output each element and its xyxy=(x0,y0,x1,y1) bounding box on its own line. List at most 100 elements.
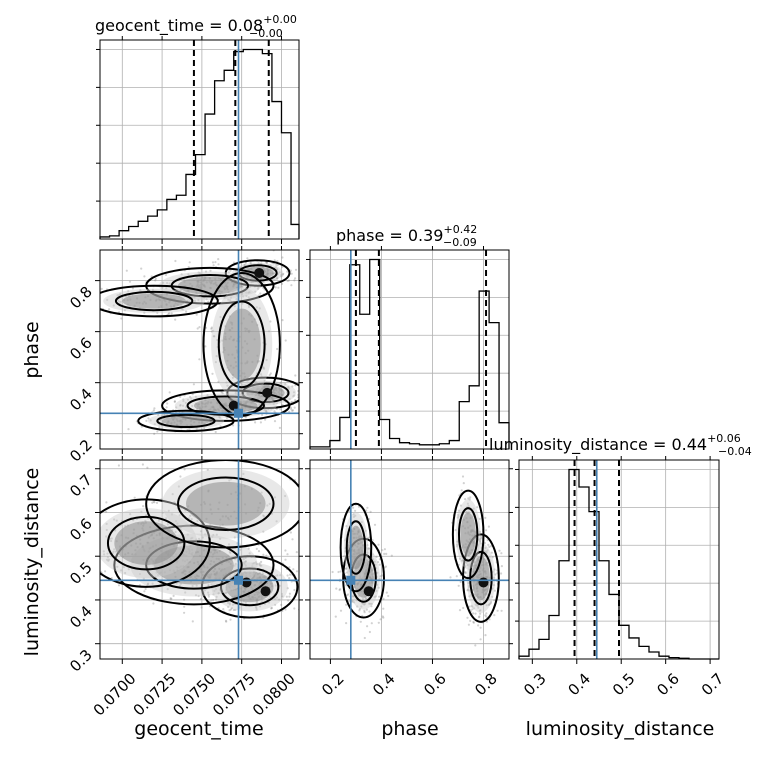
joint-xtick-label: 0.0750 xyxy=(169,670,219,720)
sample-point xyxy=(288,397,291,401)
sample-point xyxy=(219,315,222,319)
sample-point xyxy=(291,409,295,412)
sample-point xyxy=(122,566,125,569)
sample-point xyxy=(466,564,469,567)
sample-point xyxy=(123,309,126,312)
sample-point xyxy=(165,406,168,409)
sample-point xyxy=(176,522,179,525)
sample-point xyxy=(244,261,247,264)
contour-outer xyxy=(226,376,299,410)
sample-point xyxy=(196,327,199,330)
contour-outer xyxy=(462,533,500,623)
sample-point xyxy=(291,538,294,541)
sample-point xyxy=(139,289,142,292)
sample-point xyxy=(273,420,277,423)
sample-point xyxy=(361,602,364,605)
sample-point xyxy=(185,310,188,313)
sample-point xyxy=(260,373,263,376)
sample-point xyxy=(125,269,128,272)
sample-point xyxy=(306,386,308,388)
sample-point xyxy=(191,620,194,623)
sample-point xyxy=(496,609,499,612)
sample-point xyxy=(118,293,121,297)
sample-point xyxy=(166,402,169,405)
sample-point xyxy=(459,580,462,584)
sample-point xyxy=(218,416,222,419)
sample-point xyxy=(345,525,348,528)
sample-point xyxy=(241,383,244,386)
sample-point xyxy=(346,571,349,574)
sample-point xyxy=(184,401,187,404)
sample-point xyxy=(140,267,143,270)
sample-point xyxy=(146,583,149,586)
sample-point xyxy=(279,381,282,384)
sample-point xyxy=(189,514,192,517)
sample-point xyxy=(170,312,173,315)
sample-point xyxy=(471,608,474,611)
sample-point xyxy=(305,389,307,391)
sample-point xyxy=(455,575,458,578)
sample-point xyxy=(194,594,198,597)
sample-point xyxy=(269,264,272,267)
sample-point xyxy=(478,540,481,543)
sample-point xyxy=(191,536,194,540)
sample-point xyxy=(368,610,371,613)
sample-point xyxy=(286,553,289,556)
sample-point xyxy=(248,291,251,294)
sample-point xyxy=(157,573,160,577)
sample-point xyxy=(210,599,213,602)
sample-point xyxy=(229,299,232,302)
sample-point xyxy=(357,505,360,508)
sample-point xyxy=(363,609,366,612)
sample-point xyxy=(465,561,468,565)
sample-point xyxy=(178,514,181,517)
sample-point xyxy=(467,563,470,566)
sample-point xyxy=(170,513,174,516)
sample-point xyxy=(107,559,110,562)
contour-inner xyxy=(219,567,280,607)
sample-point xyxy=(373,595,376,599)
density-peak xyxy=(260,586,271,597)
sample-point xyxy=(247,305,251,309)
sample-point xyxy=(210,327,213,330)
sample-point xyxy=(119,300,122,303)
sample-point xyxy=(285,595,288,598)
joint-ytick-label: 0.7 xyxy=(66,471,96,501)
sample-point xyxy=(97,547,99,549)
sample-point xyxy=(377,621,380,624)
sample-point xyxy=(212,599,215,602)
xlabel-phase: phase xyxy=(381,718,438,740)
sample-point xyxy=(292,395,295,398)
sample-point xyxy=(487,525,490,528)
sample-point xyxy=(142,577,145,580)
sample-point xyxy=(157,413,160,416)
sample-point xyxy=(488,602,492,605)
sample-point xyxy=(288,592,291,595)
sample-point xyxy=(255,306,258,309)
contour-inner xyxy=(114,290,194,312)
sample-point xyxy=(478,615,481,618)
sample-point xyxy=(256,287,260,290)
sample-point xyxy=(490,545,493,548)
sample-point xyxy=(484,546,487,550)
panel-frame xyxy=(309,249,510,450)
sample-point xyxy=(457,584,460,587)
sample-point xyxy=(156,430,159,433)
sample-point xyxy=(258,563,261,566)
sample-point xyxy=(280,273,283,276)
sample-point xyxy=(258,403,261,406)
sample-point xyxy=(265,409,268,412)
sample-point xyxy=(289,531,292,534)
sample-point xyxy=(457,515,460,518)
sample-point xyxy=(485,529,488,532)
sample-point xyxy=(259,421,262,424)
sample-point xyxy=(289,269,292,272)
sample-point xyxy=(474,603,477,606)
sample-point xyxy=(227,601,230,605)
sample-point xyxy=(365,556,368,559)
sample-point xyxy=(215,355,218,358)
sample-point xyxy=(493,599,496,602)
sample-point xyxy=(212,533,215,537)
hist-xtick-label: 0.5 xyxy=(609,670,639,700)
sample-point xyxy=(383,548,386,551)
